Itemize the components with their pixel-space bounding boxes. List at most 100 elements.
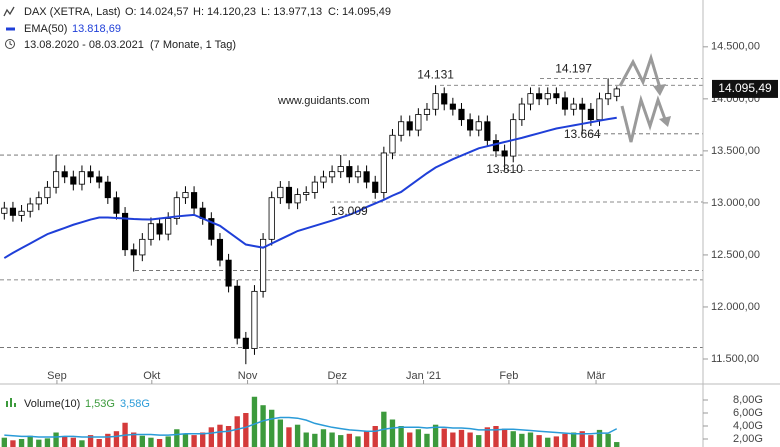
candle-body [139,238,146,256]
volume-bar [476,435,482,447]
volume-bar [182,433,189,447]
candle-body [605,93,612,100]
candle-body [87,171,94,178]
volume-bar [484,427,491,447]
volume-bar [501,428,508,447]
candle-body [570,103,577,110]
ohlc-high: H: 14.120,23 [193,6,256,18]
volume-bar [596,429,603,447]
y-tick-label: 11.500,00 [711,353,759,365]
y-tick-label: 12.000,00 [711,301,760,313]
volume-bar [251,396,258,447]
marks-layer [1,78,620,447]
candle-body [501,150,508,157]
candle-body [113,197,120,214]
x-tick-label: Jan '21 [406,370,441,382]
candle-body [613,88,620,97]
candle-body [492,140,500,152]
volume-bar [208,427,215,447]
volume-bar [320,429,327,447]
candle-body [260,238,267,292]
x-tick-label: Sep [47,370,67,382]
volume-bar [450,432,456,447]
volume-bar [217,424,223,447]
x-tick-label: Dez [327,370,347,382]
volume-bar [27,435,33,447]
projection-down [620,94,668,143]
volume-icon [14,403,16,407]
volume-bar [174,429,180,447]
candle-body [553,93,560,99]
candle-body [406,121,413,131]
candle-body [337,166,344,173]
date-span: (7 Monate, 1 Tag) [150,39,236,51]
candle-body [225,259,232,287]
volume-bar [467,432,473,447]
volume-bar [139,435,145,447]
level-annotation: 14.131 [417,67,454,81]
candle-body [18,210,25,216]
candle-body [596,98,603,121]
volume-bar [579,431,585,447]
candle-body [147,223,155,240]
date-range: 13.08.2020 - 08.03.2021 [24,39,144,51]
volume-bar [87,435,94,447]
last-price-box [712,79,778,98]
candle-body [294,194,301,204]
volume-bar [18,439,25,447]
volume-bar [105,433,111,447]
candle-body [1,207,8,214]
candle-body [277,186,284,199]
candle-body [544,93,551,100]
last-price-label: 14.095,49 [718,81,772,95]
candle-body [303,192,310,195]
volume-bar [312,433,318,447]
level-annotation: 13.009 [331,204,368,218]
volume-bar [329,432,335,447]
candle-body [329,171,336,178]
watermark: www.guidants.com [277,95,370,107]
ema-line [3,116,617,259]
volume-bar [536,435,542,447]
volume-bar [36,439,42,447]
volume-bar [510,431,516,447]
volume-bar [286,427,292,447]
header: DAX (XETRA, Last) O: 14.024,57 H: 14.120… [3,6,391,51]
volume-bar [346,433,353,447]
volume-bar [260,405,266,447]
candle-body [423,108,431,115]
candle-body [121,212,129,251]
candle-body [251,290,258,349]
candle-body [484,121,491,141]
candle-body [52,171,60,188]
candle-body [510,119,517,157]
candle-body [242,337,249,349]
volume-tick-label: 6,00G [733,407,763,419]
volume-bar [148,437,154,447]
candle-body [518,103,525,121]
candle-body [173,197,180,219]
volume-bar [363,431,370,447]
volume-bar [407,432,413,447]
volume-bar [545,437,551,447]
volume-bar [614,442,620,447]
candle-body [165,218,172,235]
candle-body [458,108,465,121]
ohlc-low: L: 13.977,13 [261,6,322,18]
candle-body [9,207,17,216]
candle-body [527,93,534,105]
projection-arrow [653,84,666,96]
x-tick-label: Okt [143,370,160,382]
y-tick-label: 14.500,00 [711,41,760,53]
volume-bar [53,432,59,447]
y-tick-label: 13.000,00 [711,197,760,209]
volume-ma-line [4,416,618,438]
candle-body [130,249,137,256]
candle-body [441,93,448,105]
candle-body [35,197,42,205]
candle-body [536,93,543,100]
candle-body [96,176,103,183]
volume-bar [519,433,525,447]
